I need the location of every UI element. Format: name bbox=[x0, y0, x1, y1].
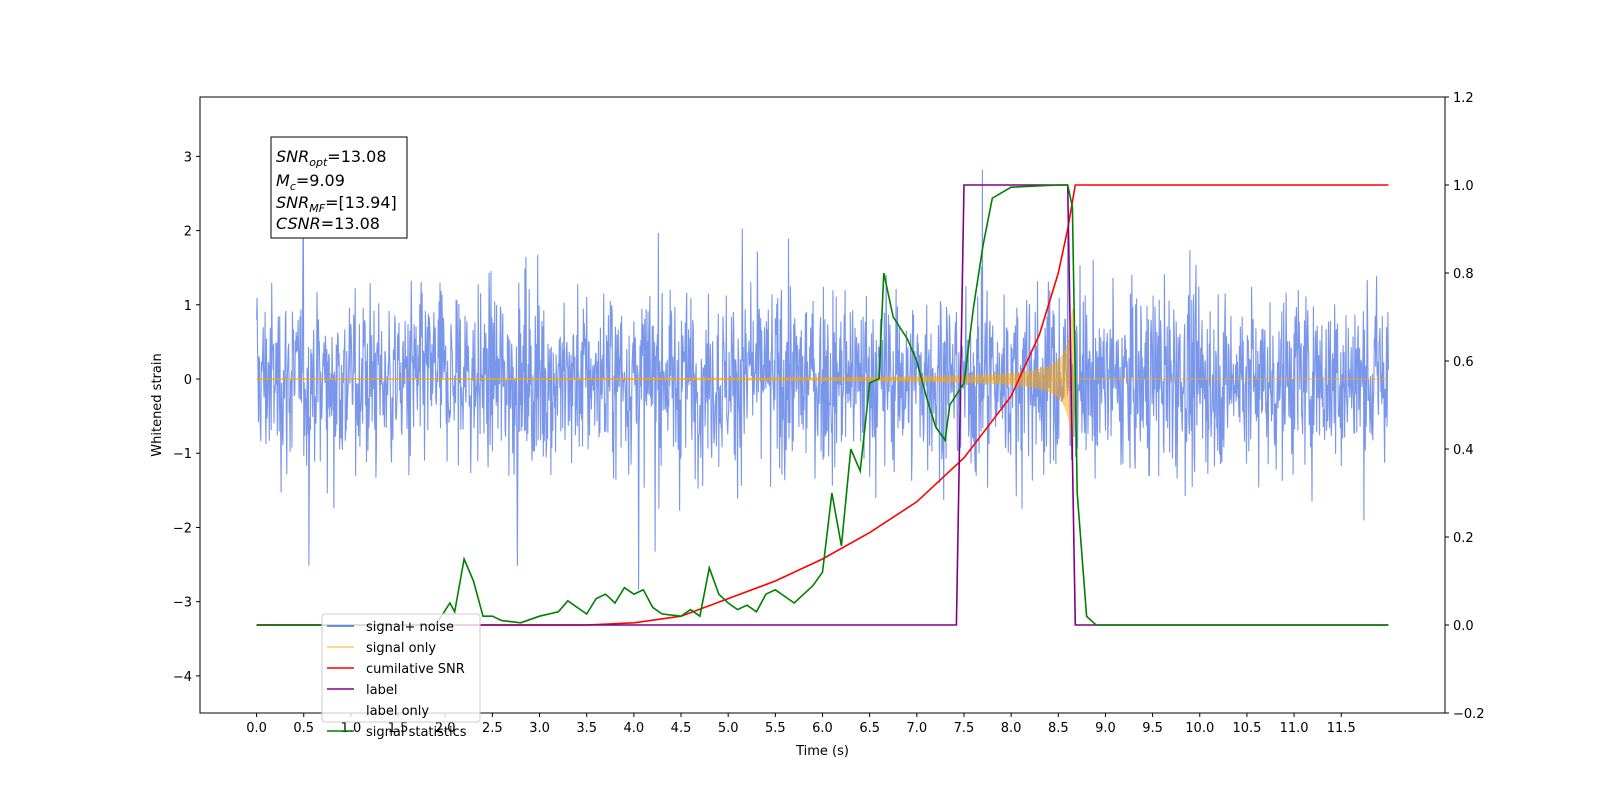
y-left-tick-label: −2 bbox=[173, 521, 192, 536]
x-tick-label: 8.0 bbox=[1001, 721, 1022, 736]
legend-frame bbox=[321, 613, 481, 723]
y-left-tick-label: −1 bbox=[173, 447, 192, 462]
line-signal-statistics bbox=[256, 184, 1389, 626]
y-right-tick-label: 0.4 bbox=[1453, 443, 1474, 458]
x-tick-label: 11.5 bbox=[1327, 721, 1356, 736]
x-tick-label: 6.5 bbox=[859, 721, 880, 736]
legend-label: signal statistics bbox=[366, 725, 467, 740]
x-tick-label: 5.0 bbox=[718, 721, 739, 736]
annotation-mc: Mc=9.09 bbox=[276, 171, 345, 193]
y-right-tick-label: 0.6 bbox=[1453, 355, 1474, 370]
y-left-tick-label: 0 bbox=[184, 373, 192, 388]
y-left-tick-label: 2 bbox=[184, 225, 192, 240]
y-right-tick-label: 0.2 bbox=[1453, 531, 1474, 546]
legend-label: signal only bbox=[366, 641, 436, 656]
series-signal-only bbox=[256, 308, 1389, 450]
x-tick-label: 3.5 bbox=[576, 721, 597, 736]
legend-label: signal+ noise bbox=[366, 620, 454, 635]
x-tick-label: 1.5 bbox=[388, 721, 409, 736]
x-tick-label: 10.0 bbox=[1185, 721, 1214, 736]
y-right-tick-label: 0.0 bbox=[1453, 619, 1474, 634]
x-tick-label: 9.5 bbox=[1142, 721, 1163, 736]
x-tick-label: 5.5 bbox=[765, 721, 786, 736]
axes: 0.0 0.5 1.0 1.5 2.0 2.5 3.0 3.5 4.0 4.5 5.0 5.5 6.0 6… bbox=[150, 91, 1485, 759]
legend-label: cumilative SNR bbox=[366, 662, 465, 677]
series-signal-noise bbox=[256, 169, 1389, 590]
y-axis-label: Whitened strain bbox=[150, 353, 165, 456]
legend: signal+ noise signal only cumilative SNR la… bbox=[321, 613, 481, 740]
x-tick-label: 9.0 bbox=[1095, 721, 1116, 736]
snr-annotation-box: SNRopt=13.08 Mc=9.09 SNRMF=[13.94] CSNR=… bbox=[270, 136, 408, 239]
y-left-tick-label: −3 bbox=[173, 596, 192, 611]
legend-label: label bbox=[366, 683, 397, 698]
x-tick-label: 6.0 bbox=[812, 721, 833, 736]
annotation-csnr: CSNR=13.08 bbox=[276, 214, 380, 233]
x-tick-label: 2.0 bbox=[435, 721, 456, 736]
x-axis-label: Time (s) bbox=[795, 744, 849, 759]
line-cumilative-snr bbox=[256, 184, 1389, 626]
x-tick-label: 7.0 bbox=[906, 721, 927, 736]
annotation-snr-opt: SNRopt=13.08 bbox=[276, 147, 387, 169]
x-tick-label: 3.0 bbox=[529, 721, 550, 736]
legend-label: label only bbox=[366, 704, 429, 719]
y-left-tick-label: −4 bbox=[173, 670, 192, 685]
y-left-tick-label: 3 bbox=[184, 150, 192, 165]
x-tick-label: 4.5 bbox=[671, 721, 692, 736]
x-tick-label: 10.5 bbox=[1232, 721, 1261, 736]
annotation-snr-mf: SNRMF=[13.94] bbox=[276, 193, 397, 215]
x-tick-label: 11.0 bbox=[1280, 721, 1309, 736]
y-right-tick-label: 0.8 bbox=[1453, 267, 1474, 282]
y-left-tick-label: 1 bbox=[184, 299, 192, 314]
x-tick-label: 7.5 bbox=[954, 721, 975, 736]
annotation-frame bbox=[270, 136, 408, 239]
y-right-tick-label: 1.0 bbox=[1453, 179, 1474, 194]
x-tick-label: 8.5 bbox=[1048, 721, 1069, 736]
x-tick-label: 0.5 bbox=[293, 721, 314, 736]
series-lines bbox=[256, 184, 1389, 626]
x-tick-label: 4.0 bbox=[624, 721, 645, 736]
x-tick-label: 1.0 bbox=[341, 721, 362, 736]
x-tick-label: 2.5 bbox=[482, 721, 503, 736]
x-tick-label: 0.0 bbox=[246, 721, 267, 736]
y-right-tick-label: 1.2 bbox=[1453, 91, 1474, 106]
signal-noise-line bbox=[256, 169, 1389, 590]
y-right-tick-label: −0.2 bbox=[1453, 707, 1485, 722]
